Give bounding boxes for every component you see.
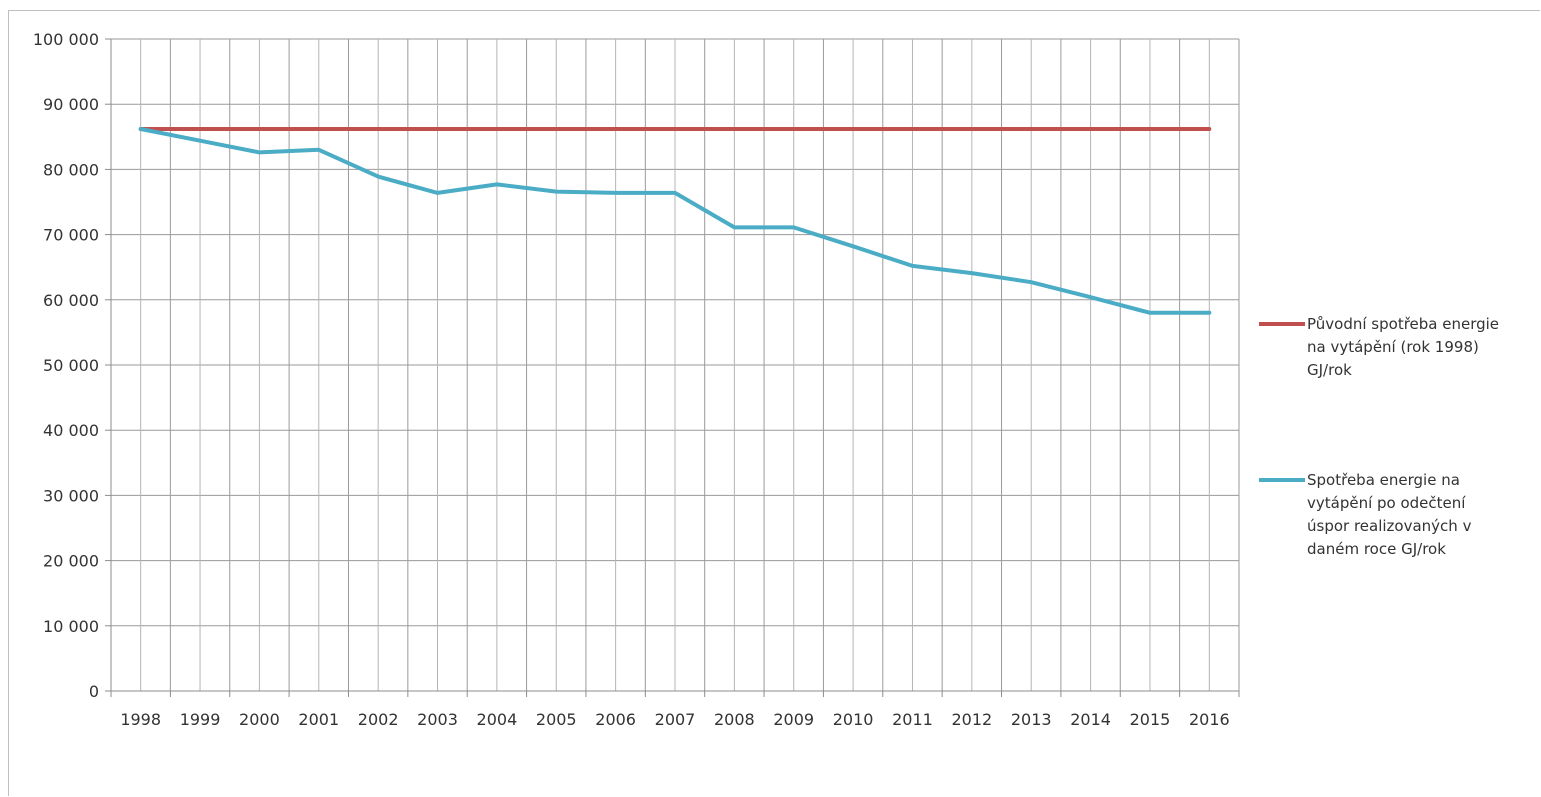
legend-item-1: Původní spotřeba energie na vytápění (rok… (1259, 315, 1499, 379)
series-line-2 (138, 127, 1212, 315)
y-tick-label: 30 000 (43, 486, 99, 505)
x-tick-label: 2001 (298, 710, 339, 729)
x-tick-label: 2008 (714, 710, 755, 729)
y-tick-label: 0 (89, 682, 99, 701)
x-tick-label: 2004 (477, 710, 518, 729)
x-tick-label: 2011 (892, 710, 933, 729)
x-tick-label: 2012 (951, 710, 992, 729)
x-tick-label: 1999 (180, 710, 221, 729)
x-tick-label: 2013 (1011, 710, 1052, 729)
x-tick-label: 2015 (1130, 710, 1171, 729)
series-layer (138, 127, 1212, 315)
legend-label: vytápění po odečtení (1307, 494, 1466, 512)
legend-item-2: Spotřeba energie na vytápění po odečtení ú… (1259, 471, 1472, 558)
legend: Původní spotřeba energie na vytápění (rok… (1259, 315, 1499, 558)
y-tick-label: 60 000 (43, 291, 99, 310)
x-tick-label: 2005 (536, 710, 577, 729)
legend-label: GJ/rok (1307, 361, 1352, 379)
chart-frame: 0 10 000 20 000 30 000 40 000 50 000 60 000 70 … (8, 10, 1540, 796)
y-tick-label: 90 000 (43, 95, 99, 114)
x-tick-label: 2016 (1189, 710, 1230, 729)
x-tick-label: 2010 (833, 710, 874, 729)
y-tick-label: 40 000 (43, 421, 99, 440)
x-tick-label: 2006 (595, 710, 636, 729)
y-tick-label: 100 000 (33, 30, 99, 49)
x-tick-label: 1998 (120, 710, 161, 729)
x-tick-label: 2009 (773, 710, 814, 729)
legend-label: daném roce GJ/rok (1307, 540, 1446, 558)
x-tick-label: 2000 (239, 710, 280, 729)
y-tick-label: 10 000 (43, 617, 99, 636)
x-tick-label: 2002 (358, 710, 399, 729)
y-tick-label: 80 000 (43, 160, 99, 179)
y-tick-label: 70 000 (43, 226, 99, 245)
legend-label: na vytápění (rok 1998) (1307, 338, 1479, 356)
axis-layer: 0 10 000 20 000 30 000 40 000 50 000 60 000 70 … (33, 30, 1240, 729)
x-tick-label: 2003 (417, 710, 458, 729)
x-tick-label: 2014 (1070, 710, 1111, 729)
legend-label: Původní spotřeba energie (1307, 315, 1499, 333)
y-tick-label: 20 000 (43, 552, 99, 571)
y-tick-label: 50 000 (43, 356, 99, 375)
legend-label: Spotřeba energie na (1307, 471, 1460, 489)
x-tick-label: 2007 (655, 710, 696, 729)
legend-label: úspor realizovaných v (1307, 517, 1472, 535)
grid-layer (111, 38, 1240, 691)
line-chart: 0 10 000 20 000 30 000 40 000 50 000 60 000 70 … (33, 30, 1499, 729)
